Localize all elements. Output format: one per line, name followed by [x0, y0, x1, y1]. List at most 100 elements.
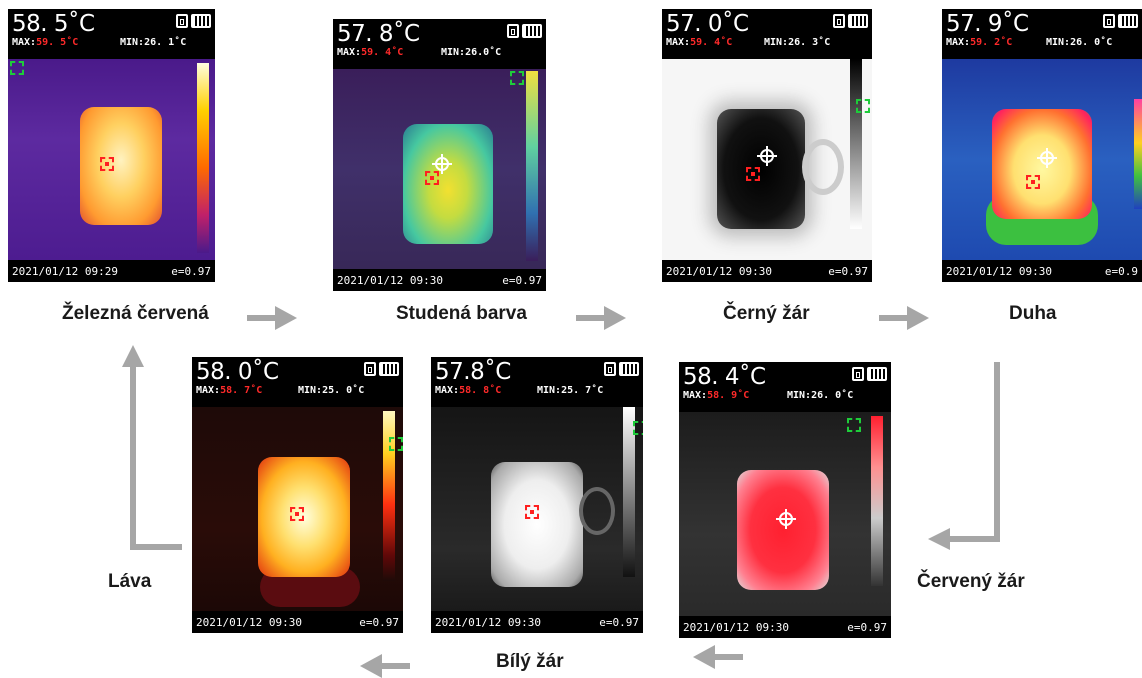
label-lava: Láva	[108, 571, 152, 592]
panel-footer: 2021/01/12 09:30 e=0.97	[679, 616, 891, 638]
thermal-image-iron-red: 58. 5˚C MAX:59. 5˚C MIN:26. 1˚C 2021/01/…	[8, 9, 215, 282]
timestamp: 2021/01/12 09:30	[435, 616, 541, 629]
max-temperature: MAX:59. 2˚C	[946, 37, 1013, 48]
panel-header: 57. 9˚C MAX:59. 2˚C MIN:26. 0˚C	[942, 9, 1142, 59]
crosshair-icon	[432, 154, 452, 174]
max-temperature: MAX:59. 5˚C	[12, 37, 79, 48]
thermal-image-red-hot: 58. 4˚C MAX:58. 9˚C MIN:26. 0˚C 2021/01/…	[679, 362, 891, 638]
min-temperature: MIN:26. 0˚C	[1046, 37, 1113, 48]
battery-icon	[191, 14, 211, 28]
timestamp: 2021/01/12 09:30	[946, 265, 1052, 278]
selection-icon	[510, 71, 524, 85]
min-temperature: MIN:26. 3˚C	[764, 37, 831, 48]
center-temperature: 57. 8˚C	[337, 21, 420, 47]
target-icon	[425, 171, 439, 185]
panel-footer: 2021/01/12 09:29 e=0.97	[8, 260, 215, 282]
target-icon	[290, 507, 304, 521]
max-temperature: MAX:58. 9˚C	[683, 390, 750, 401]
label-red-hot: Červený žár	[917, 571, 1025, 592]
emissivity: e=0.97	[171, 265, 211, 278]
timestamp: 2021/01/12 09:30	[683, 621, 789, 634]
panel-footer: 2021/01/12 09:30 e=0.97	[333, 269, 546, 291]
max-temperature: MAX:59. 4˚C	[337, 47, 404, 58]
panel-header: 57. 0˚C MAX:59. 4˚C MIN:26. 3˚C	[662, 9, 872, 59]
label-cold: Studená barva	[396, 303, 527, 324]
min-temperature: MIN:26. 1˚C	[120, 37, 187, 48]
save-icon	[364, 362, 376, 376]
max-temperature: MAX:58. 7˚C	[196, 385, 263, 396]
max-temperature: MAX:58. 8˚C	[435, 385, 502, 396]
crosshair-icon	[1037, 148, 1057, 168]
timestamp: 2021/01/12 09:30	[666, 265, 772, 278]
center-temperature: 58. 0˚C	[196, 359, 279, 385]
save-icon	[833, 14, 845, 28]
center-temperature: 58. 5˚C	[12, 11, 95, 37]
crosshair-icon	[776, 509, 796, 529]
save-icon	[507, 24, 519, 38]
battery-icon	[379, 362, 399, 376]
panel-footer: 2021/01/12 09:30 e=0.97	[662, 260, 872, 282]
min-temperature: MIN:26. 0˚C	[787, 390, 854, 401]
timestamp: 2021/01/12 09:30	[337, 274, 443, 287]
panel-footer: 2021/01/12 09:30 e=0.97	[431, 611, 643, 633]
center-temperature: 57. 0˚C	[666, 11, 749, 37]
save-icon	[604, 362, 616, 376]
min-temperature: MIN:25. 7˚C	[537, 385, 604, 396]
selection-icon	[856, 99, 870, 113]
battery-icon	[1118, 14, 1138, 28]
battery-icon	[522, 24, 542, 38]
thermal-image-lava: 58. 0˚C MAX:58. 7˚C MIN:25. 0˚C 2021/01/…	[192, 357, 403, 633]
selection-icon	[847, 418, 861, 432]
battery-icon	[867, 367, 887, 381]
panel-footer: 2021/01/12 09:30 e=0.97	[192, 611, 403, 633]
panel-header: 57.8˚C MAX:58. 8˚C MIN:25. 7˚C	[431, 357, 643, 407]
emissivity: e=0.97	[359, 616, 399, 629]
arrow-left-icon	[360, 654, 410, 678]
thermal-image-rainbow: 57. 9˚C MAX:59. 2˚C MIN:26. 0˚C 2021/01/…	[942, 9, 1142, 282]
save-icon	[1103, 14, 1115, 28]
emissivity: e=0.97	[828, 265, 868, 278]
max-temperature: MAX:59. 4˚C	[666, 37, 733, 48]
arrow-down-left-icon	[928, 362, 1000, 550]
min-temperature: MIN:26.0˚C	[441, 47, 502, 58]
save-icon	[852, 367, 864, 381]
arrow-left-icon	[693, 645, 743, 669]
panel-header: 57. 8˚C MAX:59. 4˚C MIN:26.0˚C	[333, 19, 546, 69]
center-temperature: 57. 9˚C	[946, 11, 1029, 37]
label-rainbow: Duha	[1009, 303, 1057, 324]
arrow-up-icon	[122, 345, 182, 550]
emissivity: e=0.97	[502, 274, 542, 287]
crosshair-icon	[757, 146, 777, 166]
panel-header: 58. 0˚C MAX:58. 7˚C MIN:25. 0˚C	[192, 357, 403, 407]
arrow-right-icon	[879, 306, 929, 330]
thermal-image-cold: 57. 8˚C MAX:59. 4˚C MIN:26.0˚C 2021/01/1…	[333, 19, 546, 291]
panel-header: 58. 5˚C MAX:59. 5˚C MIN:26. 1˚C	[8, 9, 215, 59]
target-icon	[1026, 175, 1040, 189]
target-icon	[525, 505, 539, 519]
panel-header: 58. 4˚C MAX:58. 9˚C MIN:26. 0˚C	[679, 362, 891, 412]
battery-icon	[848, 14, 868, 28]
target-icon	[100, 157, 114, 171]
arrow-right-icon	[576, 306, 626, 330]
emissivity: e=0.9	[1104, 265, 1138, 278]
battery-icon	[619, 362, 639, 376]
label-iron-red: Železná červená	[62, 303, 209, 324]
thermal-image-white-hot: 57.8˚C MAX:58. 8˚C MIN:25. 7˚C 2021/01/1…	[431, 357, 643, 633]
center-temperature: 57.8˚C	[435, 359, 511, 385]
emissivity: e=0.97	[599, 616, 639, 629]
save-icon	[176, 14, 188, 28]
panel-footer: 2021/01/12 09:30 e=0.9	[942, 260, 1142, 282]
target-icon	[746, 167, 760, 181]
selection-icon	[10, 61, 24, 75]
label-white-hot: Bílý žár	[496, 651, 564, 672]
thermal-image-black-hot: 57. 0˚C MAX:59. 4˚C MIN:26. 3˚C 2021/01/…	[662, 9, 872, 282]
min-temperature: MIN:25. 0˚C	[298, 385, 365, 396]
selection-icon	[633, 421, 643, 435]
selection-icon	[389, 437, 403, 451]
timestamp: 2021/01/12 09:29	[12, 265, 118, 278]
center-temperature: 58. 4˚C	[683, 364, 766, 390]
timestamp: 2021/01/12 09:30	[196, 616, 302, 629]
emissivity: e=0.97	[847, 621, 887, 634]
label-black-hot: Černý žár	[723, 303, 810, 324]
arrow-right-icon	[247, 306, 297, 330]
